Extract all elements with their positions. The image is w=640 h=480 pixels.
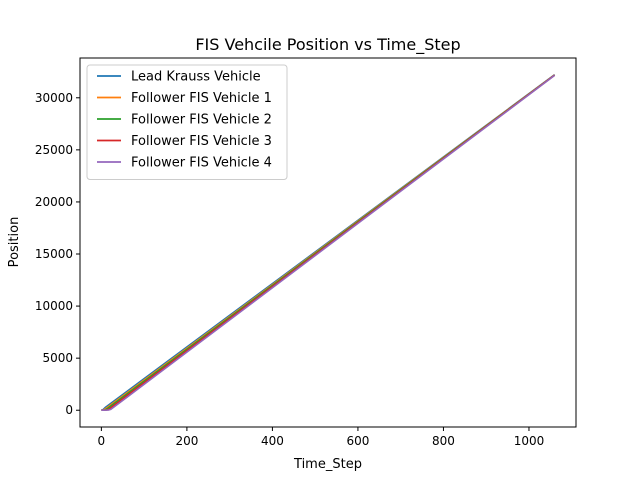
y-tick-label: 25000 bbox=[35, 143, 73, 157]
legend-entry-label: Follower FIS Vehicle 3 bbox=[131, 134, 272, 149]
x-axis-label: Time_Step bbox=[293, 457, 362, 472]
y-tick-label: 5000 bbox=[42, 351, 73, 365]
y-axis-label: Position bbox=[7, 217, 22, 268]
x-tick-label: 400 bbox=[261, 434, 284, 448]
legend-entry-label: Follower FIS Vehicle 4 bbox=[131, 156, 272, 171]
y-tick-label: 20000 bbox=[35, 195, 73, 209]
x-tick-label: 1000 bbox=[514, 434, 545, 448]
legend-entry-label: Lead Krauss Vehicle bbox=[131, 70, 261, 85]
legend-box bbox=[86, 64, 288, 180]
legend-entry-label: Follower FIS Vehicle 1 bbox=[131, 91, 272, 106]
x-tick-label: 0 bbox=[98, 434, 106, 448]
y-axis: 0 5000 10000 15000 20000 25000 30000 bbox=[35, 91, 80, 417]
legend-entry-label: Follower FIS Vehicle 2 bbox=[131, 113, 272, 128]
series-line-5 bbox=[101, 74, 556, 412]
x-tick-label: 800 bbox=[432, 434, 455, 448]
y-tick-label: 10000 bbox=[35, 299, 73, 313]
axes-frame bbox=[79, 57, 577, 428]
y-tick-label: 30000 bbox=[35, 91, 73, 105]
legend: Lead Krauss Vehicle Follower FIS Vehicle … bbox=[86, 64, 288, 180]
chart-title: FIS Vehcile Position vs Time_Step bbox=[195, 35, 460, 55]
x-axis: 0 200 400 600 800 1000 bbox=[98, 427, 545, 448]
y-tick-label: 0 bbox=[65, 403, 73, 417]
y-tick-label: 15000 bbox=[35, 247, 73, 261]
x-tick-label: 600 bbox=[346, 434, 369, 448]
x-tick-label: 200 bbox=[175, 434, 198, 448]
series-group bbox=[101, 74, 556, 412]
